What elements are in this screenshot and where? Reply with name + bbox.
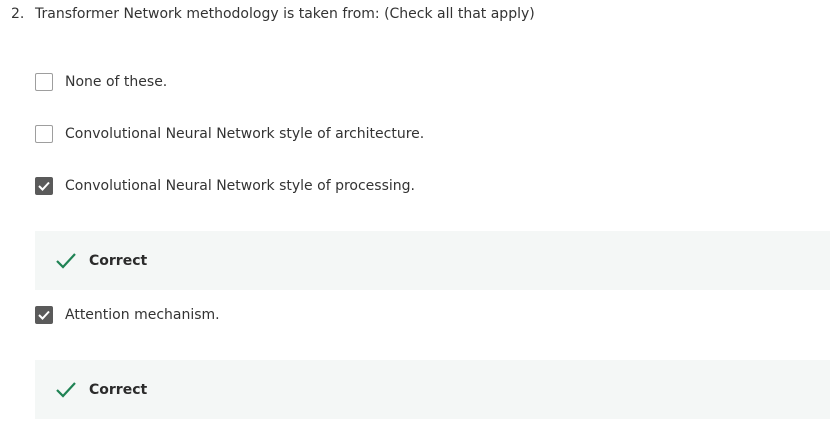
checkbox-unchecked[interactable] [35,73,53,91]
checkmark-icon [38,310,50,320]
option-attention-mechanism[interactable]: Attention mechanism. [35,306,220,324]
correct-checkmark-icon [55,251,77,271]
option-cnn-architecture[interactable]: Convolutional Neural Network style of ar… [35,125,424,143]
correct-checkmark-icon [55,380,77,400]
option-label: Attention mechanism. [65,307,220,323]
feedback-label: Correct [89,381,148,398]
checkmark-icon [38,181,50,191]
checkbox-unchecked[interactable] [35,125,53,143]
feedback-correct: Correct [35,360,830,419]
option-label: Convolutional Neural Network style of ar… [65,126,425,142]
option-none-of-these[interactable]: None of these. [35,73,167,91]
question-text: Transformer Network methodology is taken… [35,6,535,22]
question-number: 2. [11,6,25,22]
question-title: 2. Transformer Network methodology is tak… [11,4,535,24]
feedback-correct: Correct [35,231,830,290]
checkbox-checked[interactable] [35,177,53,195]
option-label: Convolutional Neural Network style of pr… [65,178,415,194]
option-label: None of these. [65,74,168,90]
feedback-label: Correct [89,252,148,269]
checkbox-checked[interactable] [35,306,53,324]
option-cnn-processing[interactable]: Convolutional Neural Network style of pr… [35,177,415,195]
